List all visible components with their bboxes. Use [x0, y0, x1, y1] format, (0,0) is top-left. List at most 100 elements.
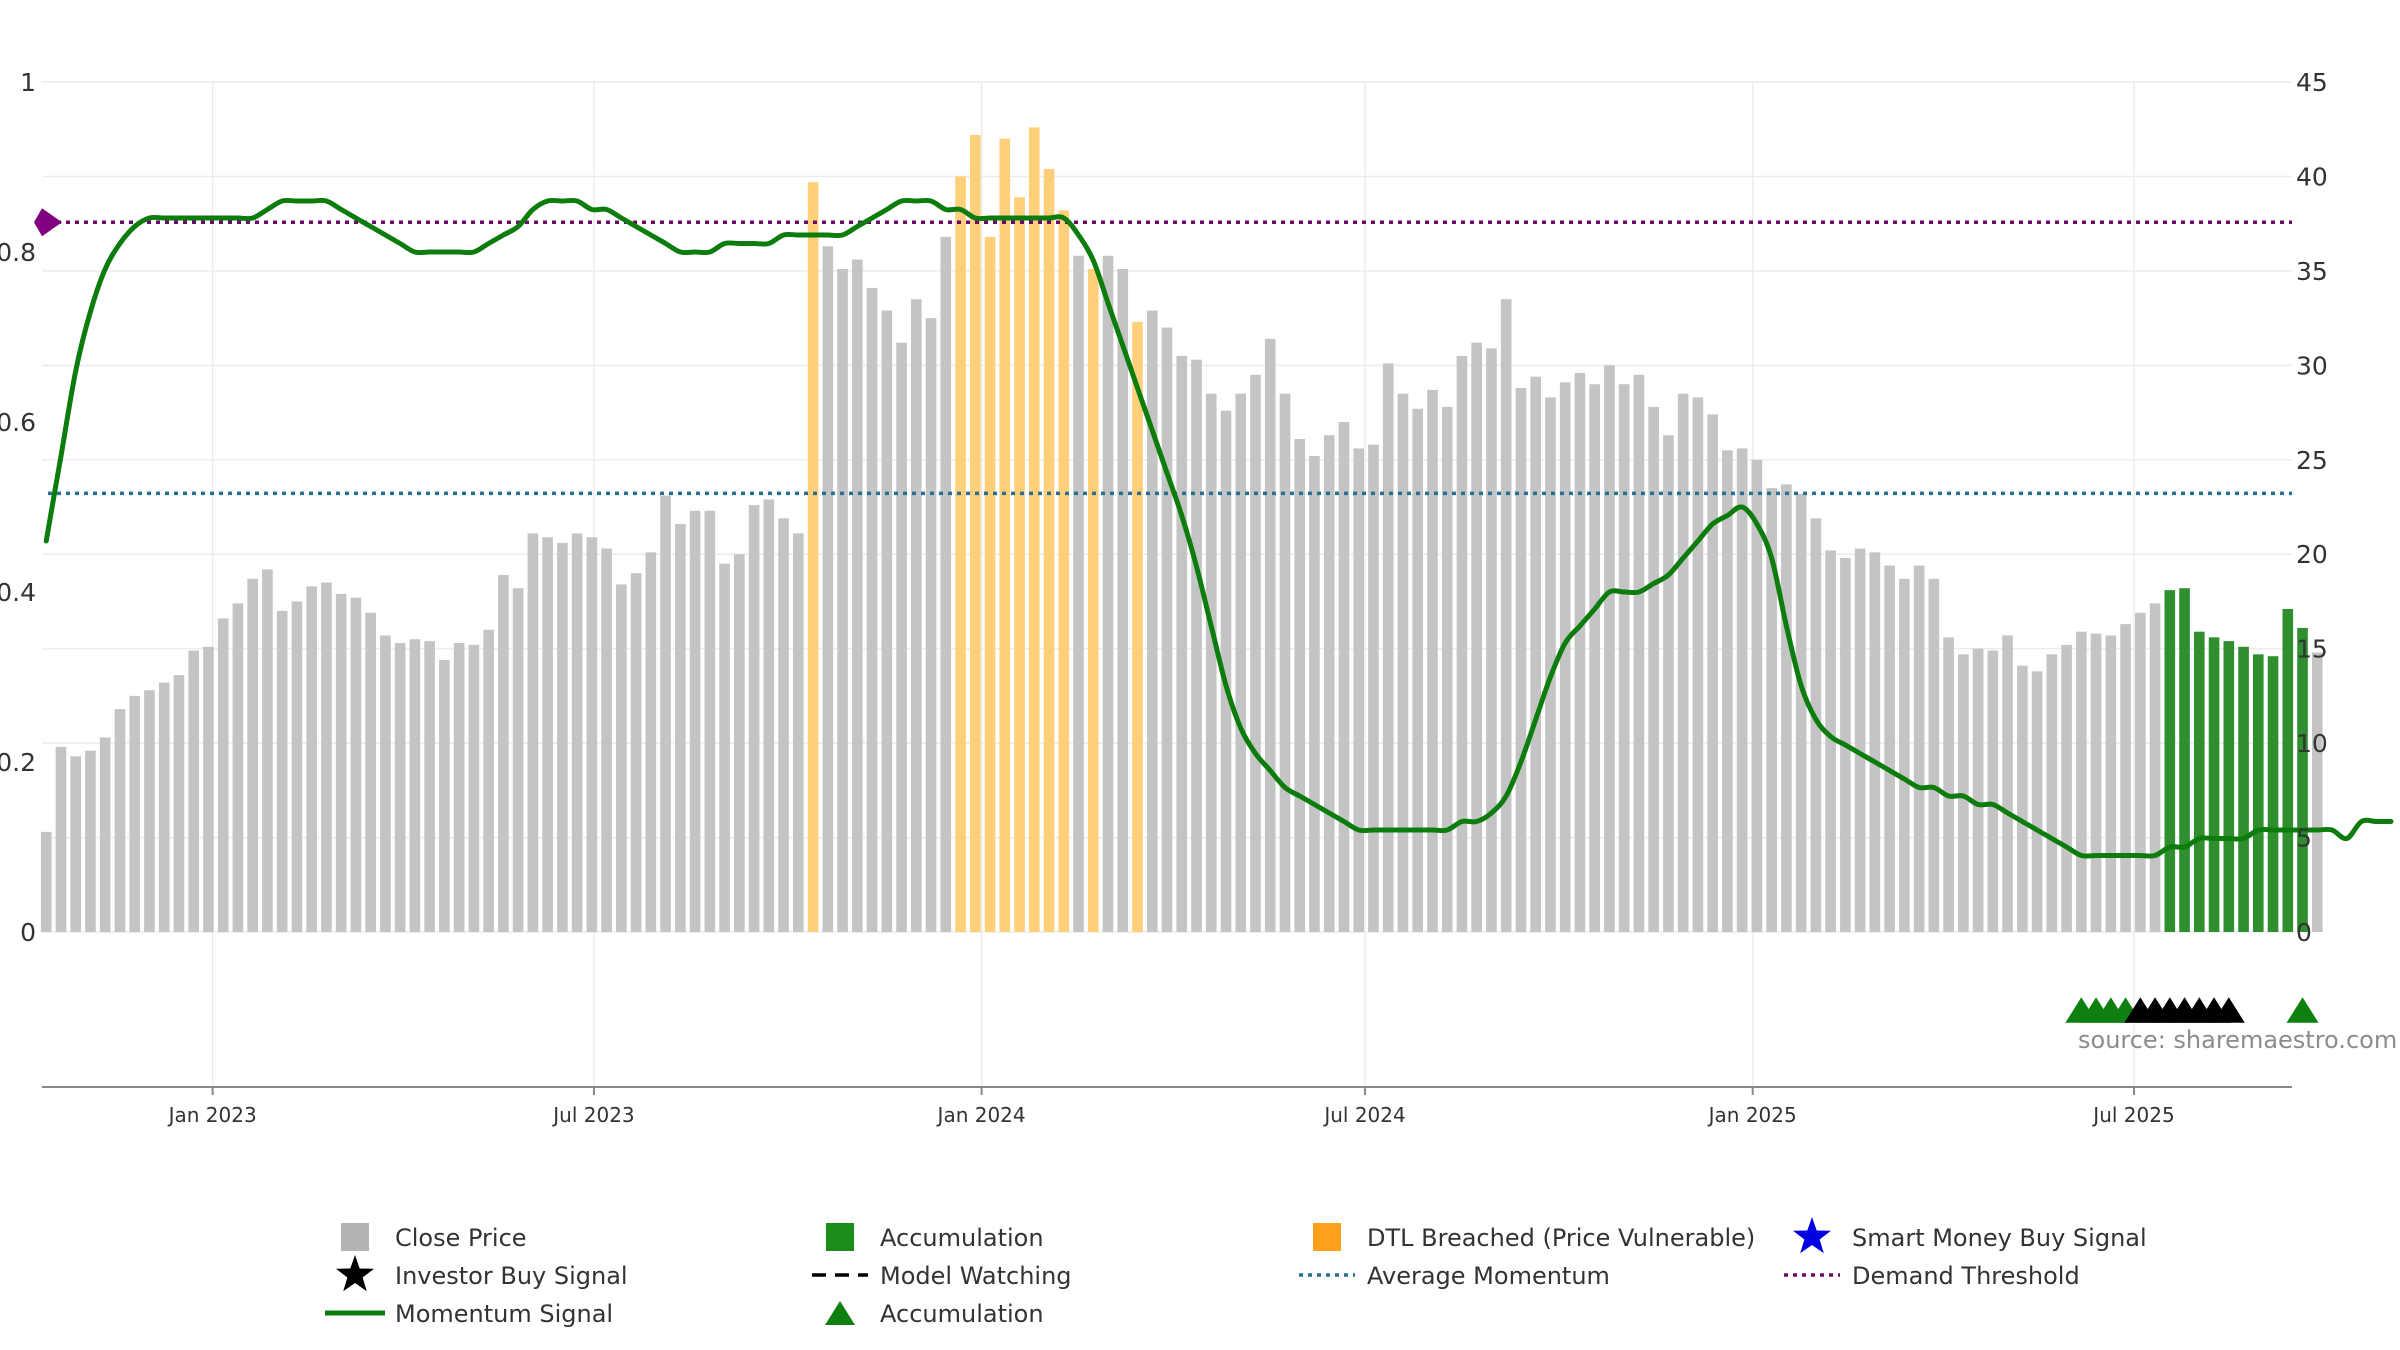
close-price-bar — [1515, 388, 1527, 932]
close-price-bar — [940, 236, 952, 932]
legend-label: Demand Threshold — [1852, 1262, 2080, 1290]
close-price-bar — [1530, 376, 1541, 932]
accumulation-bar — [2164, 590, 2176, 932]
accumulation-bar — [2267, 656, 2279, 932]
close-price-bar — [1972, 648, 1984, 932]
close-price-bar — [1913, 565, 1925, 932]
close-price-bar — [2076, 631, 2087, 932]
close-price-bar — [616, 584, 627, 932]
dtl-breached-bar — [1028, 127, 1040, 932]
accumulation-marker — [2286, 997, 2319, 1023]
close-price-bar — [453, 643, 465, 932]
left-tick-label: 0.4 — [0, 578, 36, 607]
legend-square-swatch — [826, 1223, 854, 1251]
close-price-bar — [276, 610, 288, 932]
close-price-bar — [439, 660, 450, 932]
close-price-bar — [1604, 365, 1615, 933]
accumulation-bar — [2282, 609, 2294, 932]
close-price-bar — [1589, 384, 1600, 933]
close-price-bar — [1854, 548, 1866, 932]
close-price-bar — [483, 629, 494, 932]
right-tick-label: 25 — [2296, 446, 2328, 475]
left-tick-label: 0.8 — [0, 238, 36, 267]
close-price-bar — [1486, 348, 1497, 933]
close-price-bar — [896, 342, 907, 932]
legend-label: DTL Breached (Price Vulnerable) — [1367, 1224, 1755, 1252]
close-price-bar — [2002, 635, 2013, 932]
dtl-breached-bar — [1043, 168, 1055, 932]
close-price-bar — [1294, 439, 1306, 932]
close-price-bar — [778, 518, 789, 932]
close-price-bar — [512, 588, 524, 932]
close-price-bar — [1618, 384, 1630, 933]
dtl-breached-bar — [1087, 269, 1099, 932]
legend-square-swatch — [1313, 1223, 1341, 1251]
close-price-bar — [1176, 355, 1188, 932]
close-price-bar — [675, 524, 686, 932]
close-price-bar — [866, 287, 878, 932]
close-price-bar — [1810, 518, 1822, 932]
close-price-bar — [1500, 299, 1512, 933]
close-price-bar — [1191, 359, 1202, 932]
accumulation-bar — [2179, 588, 2190, 932]
dtl-breached-bar — [984, 236, 996, 932]
close-price-bar — [748, 505, 760, 932]
accumulation-bar — [2238, 646, 2249, 932]
legend-label: Momentum Signal — [395, 1300, 613, 1328]
close-price-bar — [542, 537, 553, 932]
close-price-bar — [1250, 374, 1261, 932]
close-price-bar — [70, 756, 82, 932]
close-price-bar — [601, 548, 612, 932]
x-tick-label: Jul 2024 — [1322, 1103, 1405, 1127]
legend-label: Smart Money Buy Signal — [1852, 1224, 2147, 1252]
close-price-bar — [1235, 393, 1247, 932]
close-price-bar — [247, 578, 258, 932]
accumulation-bar — [2297, 627, 2308, 932]
close-price-bar — [1825, 550, 1836, 932]
close-price-bar — [1928, 578, 1940, 932]
accumulation-bar — [2252, 654, 2264, 932]
right-tick-label: 30 — [2296, 351, 2328, 380]
dtl-breached-bar — [999, 138, 1011, 933]
close-price-bar — [2120, 624, 2131, 932]
close-price-bar — [852, 259, 863, 932]
dtl-breached-bar — [969, 134, 981, 932]
close-price-bar — [660, 495, 671, 932]
legend-triangle-swatch — [825, 1301, 855, 1325]
close-price-bar — [1146, 310, 1158, 932]
close-price-bar — [1751, 459, 1763, 932]
close-price-bar — [498, 575, 509, 932]
momentum-signal-line — [43, 197, 2394, 859]
close-price-bar — [1766, 488, 1777, 932]
close-price-bar — [321, 582, 332, 932]
close-price-bar — [1545, 397, 1556, 932]
accumulation-bar — [2223, 641, 2235, 932]
close-price-bar — [1869, 552, 1881, 932]
legend: Close Price Accumulation DTL Breached (Pri… — [325, 1217, 2147, 1328]
source-label: source: sharemaestro.com — [2078, 1026, 2397, 1054]
right-tick-label: 0 — [2296, 918, 2312, 947]
close-price-bar — [2031, 671, 2043, 932]
close-price-bar — [144, 690, 155, 932]
close-price-bar — [1161, 327, 1173, 932]
close-price-bar — [129, 695, 141, 932]
legend-label: Close Price — [395, 1224, 527, 1252]
close-price-bar — [1427, 389, 1438, 932]
close-price-bar — [1722, 450, 1733, 932]
right-tick-label: 35 — [2296, 257, 2328, 286]
close-price-bar — [1441, 406, 1453, 932]
close-price-bar — [1987, 650, 1999, 932]
close-price-bar — [262, 569, 273, 932]
legend-star-swatch — [1793, 1217, 1831, 1254]
close-price-bar — [291, 601, 303, 932]
close-price-bar — [1574, 372, 1586, 932]
close-price-bar — [158, 682, 170, 932]
close-price-bar — [1397, 393, 1409, 932]
close-price-bar — [793, 533, 804, 932]
close-price-bar — [1279, 393, 1291, 932]
left-tick-label: 0.6 — [0, 408, 36, 437]
dtl-breached-bar — [955, 176, 966, 932]
right-tick-label: 40 — [2296, 162, 2328, 191]
